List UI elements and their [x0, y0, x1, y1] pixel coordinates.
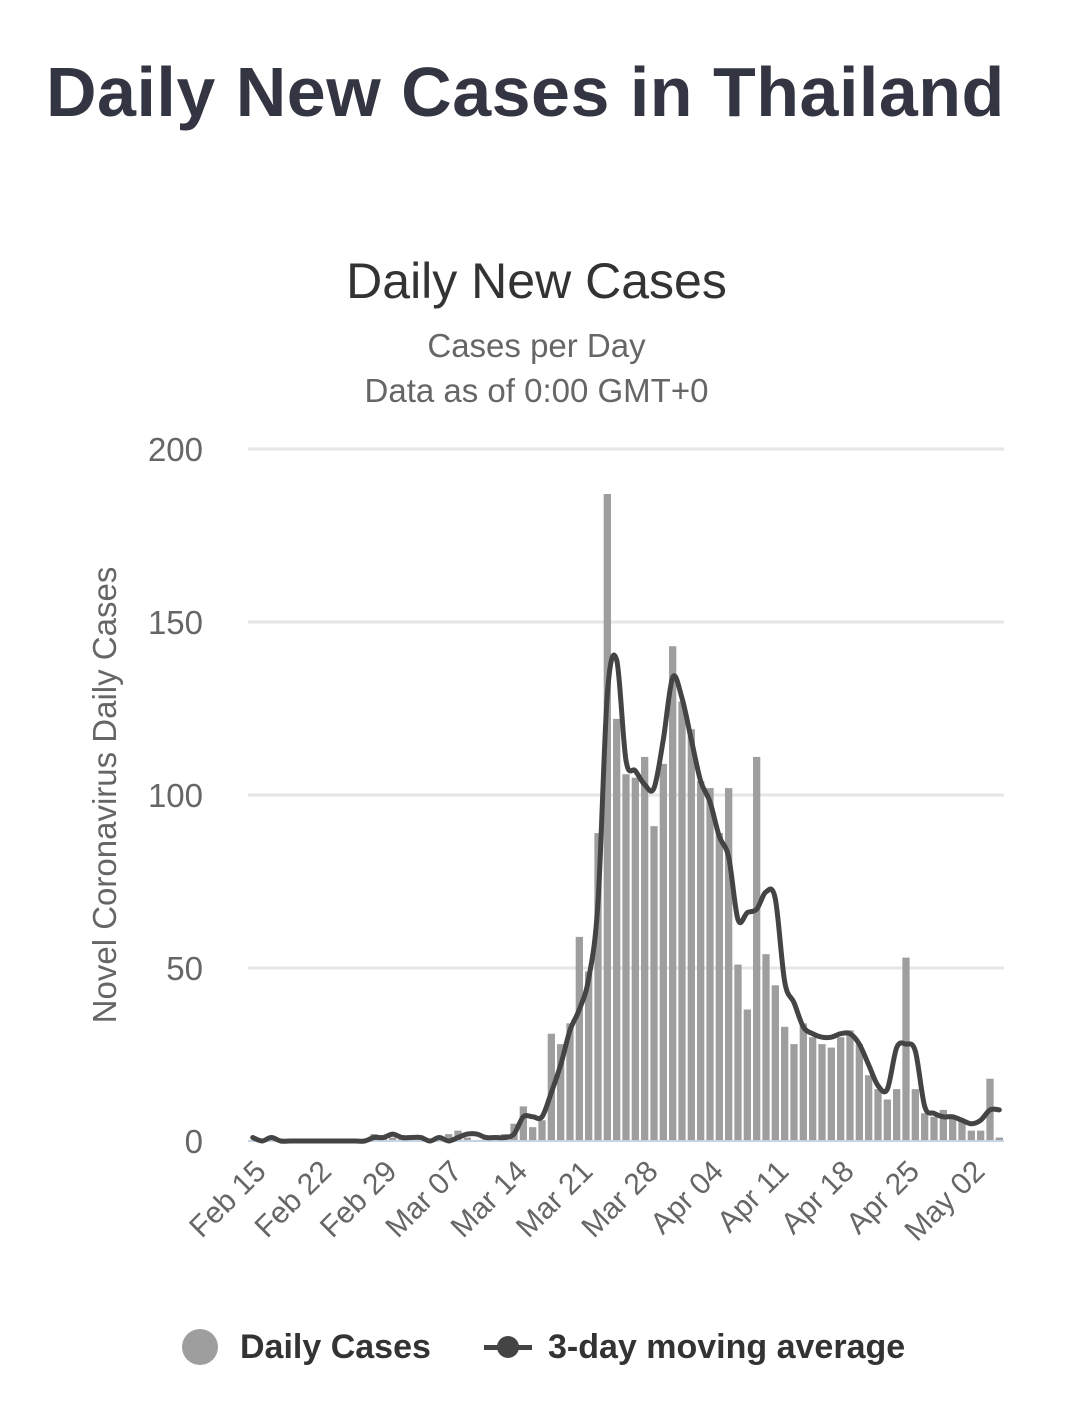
- bar-mar-16: [529, 1127, 537, 1141]
- y-tick-label-150: 150: [148, 604, 203, 641]
- bar-mar-22: [585, 971, 593, 1141]
- bar-mar-28: [641, 756, 649, 1141]
- y-tick-label-100: 100: [148, 777, 203, 814]
- legend-item-moving-average[interactable]: 3-day moving average: [484, 1322, 905, 1372]
- bar-mar-19: [557, 1044, 565, 1141]
- bar-apr-06: [725, 788, 733, 1141]
- legend-moving-average-marker: [484, 1329, 532, 1365]
- legend-daily-cases-marker: [182, 1329, 218, 1365]
- bar-mar-27: [631, 777, 639, 1141]
- bar-mar-07: [445, 1134, 453, 1141]
- y-tick-label-200: 200: [148, 431, 203, 468]
- bar-apr-11: [771, 985, 779, 1141]
- bar-apr-20: [855, 1044, 863, 1141]
- bar-may-01: [958, 1120, 966, 1141]
- bar-apr-30: [949, 1116, 957, 1141]
- moving-average-line: [250, 652, 1002, 1144]
- bar-apr-27: [921, 1113, 929, 1141]
- bar-apr-18: [837, 1037, 845, 1141]
- bar-apr-15: [809, 1037, 817, 1141]
- bar-apr-17: [827, 1047, 835, 1141]
- bar-apr-01: [678, 701, 686, 1141]
- bar-apr-26: [911, 1089, 919, 1141]
- bar-apr-28: [930, 1116, 938, 1141]
- bar-apr-13: [790, 1044, 798, 1141]
- bar-apr-03: [697, 781, 705, 1141]
- legend-daily-cases-label: Daily Cases: [240, 1327, 431, 1366]
- bar-mar-01: [389, 1137, 397, 1141]
- bar-apr-14: [799, 1023, 807, 1141]
- bar-apr-25: [902, 957, 910, 1141]
- bar-apr-16: [818, 1044, 826, 1141]
- chart-subtitle: Cases per Day: [427, 327, 646, 364]
- chart-data-note: Data as of 0:00 GMT+0: [364, 372, 709, 409]
- bar-mar-26: [622, 774, 630, 1141]
- bar-may-02: [967, 1130, 975, 1141]
- bar-mar-23: [594, 833, 602, 1141]
- chart-title: Daily New Cases: [346, 253, 727, 309]
- legend-moving-average-label: 3-day moving average: [548, 1327, 906, 1366]
- bar-mar-31: [669, 646, 677, 1141]
- bar-apr-07: [734, 964, 742, 1141]
- bar-mar-17: [538, 1120, 546, 1141]
- bar-apr-19: [846, 1030, 854, 1141]
- bar-apr-02: [687, 729, 695, 1141]
- y-axis-ticks: 0 50 100 150 200: [148, 431, 203, 1160]
- bar-mar-21: [575, 936, 583, 1141]
- bar-apr-10: [762, 954, 770, 1141]
- bar-may-05: [995, 1137, 1003, 1141]
- bar-may-03: [977, 1130, 985, 1141]
- moving-average-series: [250, 652, 1002, 1144]
- bar-mar-29: [650, 826, 658, 1141]
- bar-apr-29: [939, 1109, 947, 1141]
- bar-apr-12: [781, 1026, 789, 1141]
- x-tick-label-apr-04: Apr 04: [644, 1155, 730, 1241]
- bar-mar-09: [463, 1137, 471, 1141]
- daily-cases-bars: [267, 493, 1003, 1142]
- page-title: Daily New Cases in Thailand: [46, 53, 1005, 131]
- bar-apr-21: [865, 1075, 873, 1141]
- bar-apr-09: [753, 756, 761, 1141]
- bar-apr-05: [715, 833, 723, 1141]
- y-tick-label-50: 50: [166, 950, 203, 987]
- legend-item-daily-cases[interactable]: Daily Cases: [182, 1322, 431, 1372]
- bar-apr-04: [706, 788, 714, 1141]
- bar-mar-15: [519, 1106, 527, 1141]
- y-axis-label: Novel Coronavirus Daily Cases: [86, 567, 123, 1024]
- y-tick-label-0: 0: [185, 1123, 203, 1160]
- bar-mar-24: [603, 493, 611, 1142]
- bar-apr-23: [883, 1099, 891, 1141]
- bar-mar-30: [659, 763, 667, 1141]
- bar-mar-20: [566, 1023, 574, 1141]
- bar-mar-25: [613, 718, 621, 1141]
- bar-apr-22: [874, 1089, 882, 1141]
- bar-apr-08: [743, 1009, 751, 1141]
- x-tick-label-apr-18: Apr 18: [775, 1155, 861, 1241]
- bar-apr-24: [893, 1089, 901, 1141]
